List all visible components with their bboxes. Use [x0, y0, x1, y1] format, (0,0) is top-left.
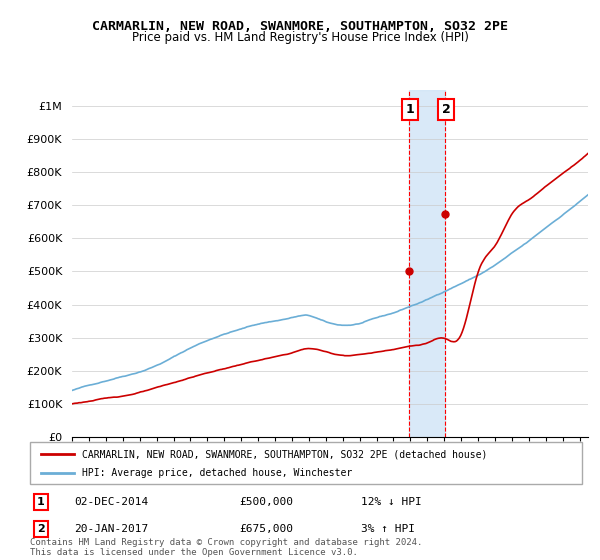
- Text: 20-JAN-2017: 20-JAN-2017: [74, 524, 148, 534]
- Text: 02-DEC-2014: 02-DEC-2014: [74, 497, 148, 507]
- Text: Price paid vs. HM Land Registry's House Price Index (HPI): Price paid vs. HM Land Registry's House …: [131, 31, 469, 44]
- Text: 12% ↓ HPI: 12% ↓ HPI: [361, 497, 422, 507]
- Text: 1: 1: [37, 497, 45, 507]
- Text: 2: 2: [37, 524, 45, 534]
- Text: CARMARLIN, NEW ROAD, SWANMORE, SOUTHAMPTON, SO32 2PE: CARMARLIN, NEW ROAD, SWANMORE, SOUTHAMPT…: [92, 20, 508, 32]
- Text: 1: 1: [406, 103, 414, 116]
- Text: 2: 2: [442, 103, 450, 116]
- Text: £500,000: £500,000: [240, 497, 294, 507]
- Text: CARMARLIN, NEW ROAD, SWANMORE, SOUTHAMPTON, SO32 2PE (detached house): CARMARLIN, NEW ROAD, SWANMORE, SOUTHAMPT…: [82, 449, 488, 459]
- Text: Contains HM Land Registry data © Crown copyright and database right 2024.
This d: Contains HM Land Registry data © Crown c…: [30, 538, 422, 557]
- FancyBboxPatch shape: [30, 442, 582, 484]
- Bar: [409, 90, 445, 437]
- Text: £675,000: £675,000: [240, 524, 294, 534]
- Text: HPI: Average price, detached house, Winchester: HPI: Average price, detached house, Winc…: [82, 468, 353, 478]
- Text: 3% ↑ HPI: 3% ↑ HPI: [361, 524, 415, 534]
